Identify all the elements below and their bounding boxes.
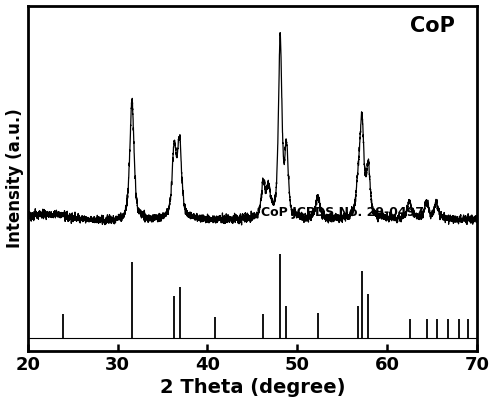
Text: CoP JCPDS No. 29-0497: CoP JCPDS No. 29-0497 [261,206,424,219]
Y-axis label: Intensity (a.u.): Intensity (a.u.) [5,109,24,248]
X-axis label: 2 Theta (degree): 2 Theta (degree) [159,378,345,397]
Text: CoP: CoP [409,16,454,36]
